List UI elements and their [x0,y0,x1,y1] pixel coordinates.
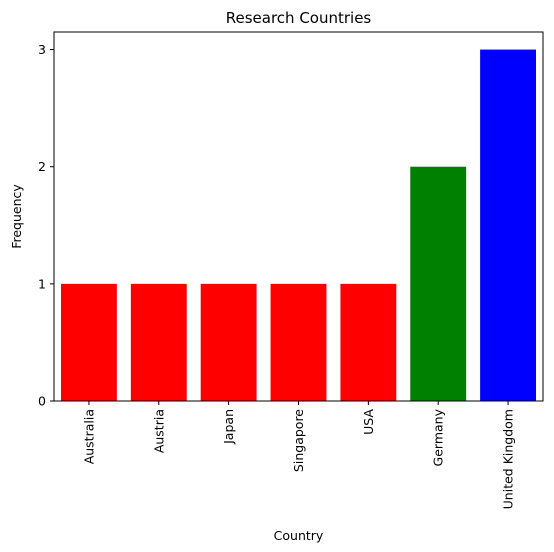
x-tick-label: United Kingdom [501,409,516,509]
y-tick-label: 0 [38,394,46,409]
x-tick-label: Germany [431,408,446,466]
y-axis-label: Frequency [9,184,24,249]
x-axis-label: Country [274,528,324,543]
y-tick-label: 1 [38,276,46,291]
bar-austria [130,283,187,401]
x-tick-label: Australia [81,409,96,464]
x-axis-ticks: Australia Austria Japan Singapore USA Germany… [81,401,516,509]
x-tick-label: Singapore [291,409,306,472]
y-tick-label: 2 [38,159,46,174]
x-tick-label: USA [361,409,376,435]
chart-title: Research Countries [226,9,372,27]
bar-australia [60,283,117,401]
plot-frame [53,31,544,402]
y-axis-ticks: 0 1 2 3 [38,42,54,409]
x-tick-label: Austria [151,409,166,453]
y-tick-label: 3 [38,42,46,57]
x-tick-label: Japan [221,409,236,445]
bar-germany [410,166,467,401]
bar-united-kingdom [480,49,537,401]
bars-group [60,49,537,401]
bar-singapore [270,283,327,401]
bar-japan [200,283,257,401]
bar-usa [340,283,397,401]
